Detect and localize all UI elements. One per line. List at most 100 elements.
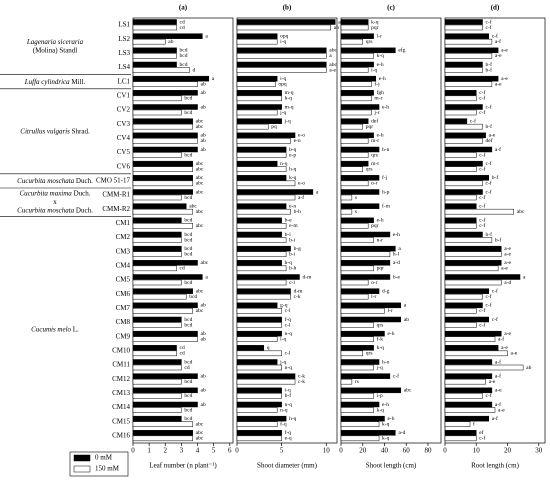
significance-label: c-f bbox=[479, 202, 485, 209]
significance-label: pq bbox=[271, 124, 277, 130]
species-text: Shrad. bbox=[70, 127, 90, 135]
significance-label: bcd bbox=[184, 379, 192, 385]
bar bbox=[236, 378, 296, 385]
x-tick-label: 0 bbox=[443, 447, 447, 455]
row-label: CM16 bbox=[112, 432, 130, 440]
significance-label: bcd bbox=[184, 218, 192, 224]
bar bbox=[236, 336, 278, 342]
bar bbox=[340, 75, 377, 82]
significance-label: k-q bbox=[382, 436, 390, 442]
row-label: CM5 bbox=[116, 276, 131, 284]
significance-label: c-f bbox=[486, 160, 492, 167]
bar bbox=[236, 132, 296, 139]
significance-label: c-l bbox=[289, 280, 295, 286]
significance-label: a-f bbox=[495, 38, 501, 45]
bar bbox=[444, 288, 489, 294]
significance-label: a-e bbox=[501, 345, 508, 351]
significance-label: l-r bbox=[387, 308, 392, 314]
significance-label: e-h bbox=[387, 331, 394, 337]
significance-label: abc bbox=[329, 62, 337, 68]
significance-label: abc bbox=[196, 430, 204, 436]
significance-label: a-e bbox=[501, 76, 508, 82]
bar bbox=[444, 203, 477, 209]
panel-title: (a) bbox=[179, 4, 188, 12]
bar bbox=[444, 104, 483, 110]
bar bbox=[444, 430, 477, 436]
bar bbox=[444, 223, 477, 229]
significance-label: c-k bbox=[298, 373, 305, 379]
significance-label: i-q bbox=[280, 39, 286, 45]
significance-label: f-q bbox=[280, 420, 287, 427]
bar bbox=[132, 336, 198, 342]
row-label: CV5 bbox=[117, 148, 131, 156]
significance-label: q bbox=[267, 345, 270, 351]
significance-label: abc bbox=[196, 421, 204, 427]
plot-frame bbox=[340, 17, 442, 444]
significance-label: l-r bbox=[371, 294, 376, 300]
bar bbox=[444, 109, 477, 116]
significance-label: g-q bbox=[280, 303, 288, 309]
significance-label: i-q bbox=[371, 67, 377, 73]
bar bbox=[132, 274, 203, 280]
significance-label: e-o bbox=[298, 181, 305, 187]
significance-label: bcd bbox=[180, 62, 188, 68]
significance-label: e-h bbox=[377, 62, 384, 68]
panel-title: (b) bbox=[283, 4, 292, 12]
bar bbox=[132, 180, 193, 187]
significance-label: d-g bbox=[382, 288, 390, 294]
significance-label: l-q bbox=[280, 336, 286, 342]
bar bbox=[236, 166, 287, 172]
bar bbox=[340, 152, 369, 158]
significance-label: ab bbox=[168, 39, 173, 45]
significance-label: n-q bbox=[280, 407, 288, 413]
significance-label: c-f bbox=[479, 109, 485, 116]
significance-label: a-f bbox=[298, 194, 304, 201]
bar bbox=[132, 231, 182, 238]
significance-label: j-r bbox=[373, 110, 379, 116]
bar bbox=[132, 33, 203, 39]
significance-label: e-h bbox=[382, 104, 389, 110]
bar bbox=[444, 61, 483, 68]
bar bbox=[236, 415, 287, 422]
legend-swatch bbox=[73, 465, 91, 473]
species-text: (Molina) Standl bbox=[33, 46, 78, 54]
significance-label: n-q bbox=[285, 331, 293, 337]
significance-label: opq bbox=[278, 81, 287, 87]
significance-label: a-f bbox=[495, 401, 501, 408]
bar bbox=[132, 217, 182, 224]
bar bbox=[340, 421, 380, 427]
species-text: L. bbox=[71, 325, 79, 333]
significance-label: a-e bbox=[504, 246, 511, 252]
significance-label: n-q bbox=[280, 161, 288, 167]
significance-label: a bbox=[316, 189, 319, 195]
x-axis-label: Leaf number (n plant⁻¹) bbox=[149, 462, 217, 470]
bar bbox=[132, 123, 193, 130]
bar bbox=[236, 345, 265, 351]
significance-label: a-f bbox=[495, 146, 501, 153]
bar bbox=[236, 364, 282, 371]
significance-label: cd bbox=[180, 345, 185, 351]
x-axis-label: Root length (cm) bbox=[471, 462, 519, 470]
row-label: CM11 bbox=[112, 361, 130, 369]
bar bbox=[340, 67, 369, 73]
significance-label: b-f bbox=[486, 66, 493, 73]
significance-label: b-i bbox=[285, 232, 292, 238]
bar bbox=[444, 194, 477, 201]
row-label: CV1 bbox=[117, 92, 131, 100]
significance-label: s bbox=[355, 209, 357, 215]
bar bbox=[236, 152, 287, 158]
bar bbox=[132, 104, 198, 110]
row-label: CM10 bbox=[112, 347, 130, 355]
bar bbox=[132, 435, 193, 442]
x-tick-label: 0 bbox=[235, 447, 239, 455]
bar bbox=[132, 401, 198, 408]
species-text: Duch. bbox=[74, 177, 93, 185]
bar bbox=[444, 251, 502, 257]
bar bbox=[340, 33, 374, 39]
bar bbox=[340, 194, 353, 201]
significance-label: ab bbox=[201, 133, 206, 139]
species-label: Cucurbita moschata Duch. bbox=[17, 206, 93, 214]
significance-label: a-e bbox=[501, 266, 508, 272]
bar bbox=[132, 430, 193, 436]
bar bbox=[444, 393, 483, 399]
